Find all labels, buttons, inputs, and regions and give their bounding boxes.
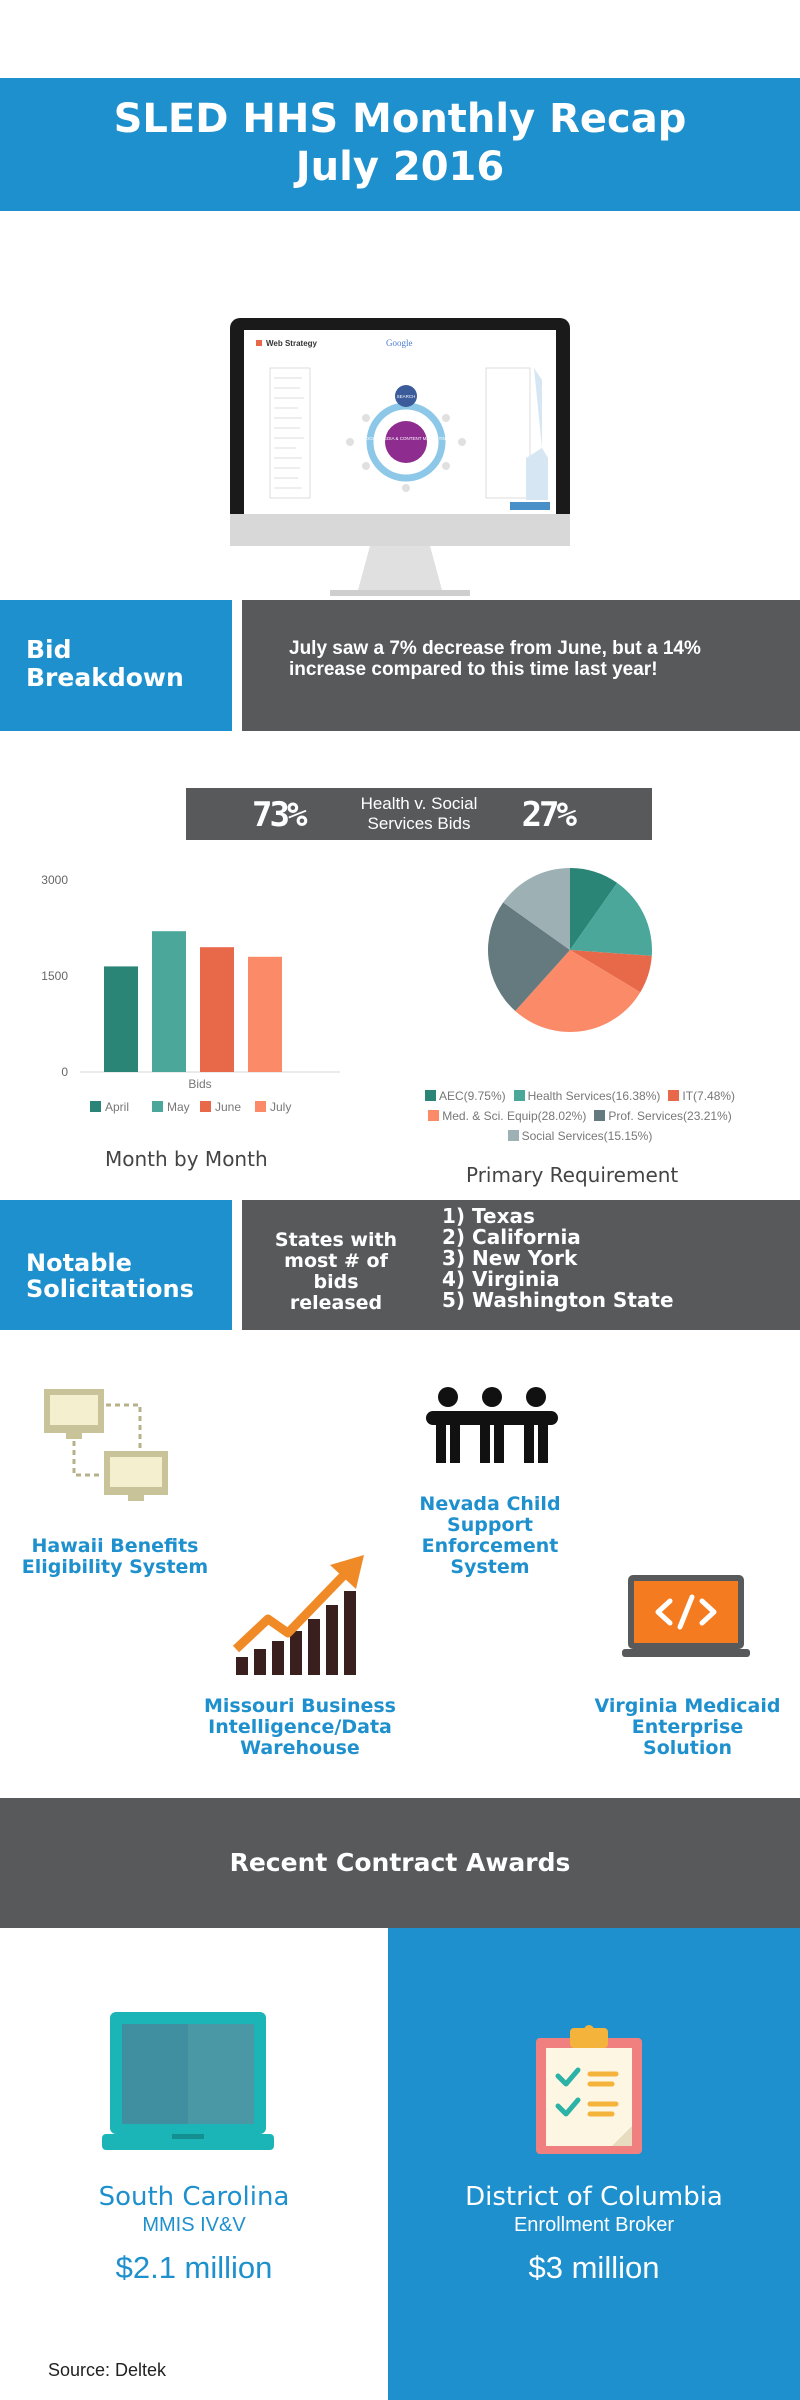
solicitation-missouri: Missouri Business Intelligence/Data Ware… <box>204 1695 396 1759</box>
health-percent: 73% <box>252 795 307 835</box>
pie-slice-5 <box>503 868 570 950</box>
legend-label: Social Services(15.15%) <box>521 1129 653 1143</box>
recent-awards-heading: Recent Contract Awards <box>0 1798 800 1928</box>
solicitation-nevada: Nevada Child Support Enforcement System <box>419 1493 561 1578</box>
states-list: 1) Texas 2) California 3) New York 4) Vi… <box>442 1206 674 1311</box>
award-dc-amount: $3 million <box>528 2250 660 2285</box>
legend-swatch <box>200 1101 211 1112</box>
bar-may <box>152 931 186 1072</box>
legend-swatch <box>513 1090 525 1101</box>
legend-label-june: June <box>215 1100 241 1114</box>
legend-label: IT(7.48%) <box>682 1089 736 1103</box>
x-category-label: Bids <box>188 1077 211 1091</box>
social-percent: 27% <box>521 795 577 835</box>
pie-slice-1 <box>570 882 652 956</box>
legend-row: AEC(9.75%) Health Services(16.38%) IT(7.48… <box>400 1086 760 1106</box>
legend-label: Health Services(16.38%) <box>527 1089 661 1103</box>
pie-chart-caption: Primary Requirement <box>466 1163 679 1187</box>
clipboard-checklist-icon <box>536 2025 642 2154</box>
page-title: SLED HHS Monthly Recap <box>113 96 687 142</box>
pie-legend-item: AEC(9.75%) <box>424 1086 506 1106</box>
pie-legend-item: Med. & Sci. Equip(28.02%) <box>428 1106 586 1126</box>
legend-label: AEC(9.75%) <box>438 1089 506 1103</box>
pie-legend-item: Health Services(16.38%) <box>513 1086 661 1106</box>
award-sc-name: South Carolina <box>98 2182 290 2212</box>
state-item: 1) Texas <box>442 1204 535 1228</box>
screen-title: Web Strategy <box>266 339 318 348</box>
solicitation-virginia: Virginia Medicaid Enterprise Solution <box>594 1695 781 1759</box>
award-sc-amount: $2.1 million <box>115 2250 273 2285</box>
people-group-icon <box>426 1387 558 1463</box>
laptop-icon <box>102 2012 274 2150</box>
laptop-code-icon <box>622 1575 750 1657</box>
pie-legend-item: Prof. Services(23.21%) <box>594 1106 732 1126</box>
award-sc-sub: MMIS IV&V <box>142 2214 246 2236</box>
legend-swatch <box>668 1090 680 1101</box>
y-tick-label: 3000 <box>41 873 68 887</box>
header-banner: SLED HHS Monthly Recap July 2016 <box>0 78 800 211</box>
notable-states-box: States with most # of bids released 1) T… <box>242 1200 800 1330</box>
pie-legend: AEC(9.75%) Health Services(16.38%) IT(7.48… <box>400 1086 760 1146</box>
pie-slice-4 <box>488 902 570 1012</box>
y-tick-label: 1500 <box>41 969 68 983</box>
growth-chart-icon <box>232 1555 364 1675</box>
solicitation-hawaii: Hawaii Benefits Eligibility System <box>21 1535 209 1578</box>
states-label: States with most # of bids released <box>274 1229 398 1314</box>
notable-solicitations-label: Notable Solicitations <box>0 1200 232 1330</box>
dc-award-panel <box>388 1928 800 2400</box>
legend-row: Med. & Sci. Equip(28.02%) Prof. Services(… <box>400 1106 760 1126</box>
legend-swatch <box>428 1110 440 1121</box>
bid-breakdown-label: Bid Breakdown <box>0 600 232 731</box>
state-item: 2) California <box>442 1225 581 1249</box>
legend-label: Prof. Services(23.21%) <box>608 1109 732 1123</box>
bar-july <box>248 956 282 1072</box>
pie-slice-2 <box>570 950 652 993</box>
award-dc-sub: Enrollment Broker <box>513 2214 675 2236</box>
legend-label: Med. & Sci. Equip(28.02%) <box>442 1109 587 1123</box>
state-item: 3) New York <box>442 1246 578 1270</box>
monitor-illustration: Web Strategy Google SOCIAL MEDIA & CONTE… <box>230 318 570 596</box>
bar-june <box>200 947 234 1072</box>
state-item: 4) Virginia <box>442 1267 560 1291</box>
legend-swatch <box>90 1101 101 1112</box>
bid-breakdown-text: July saw a 7% decrease from June, but a … <box>242 600 800 731</box>
bar-april <box>104 966 138 1072</box>
health-social-title: Health v. Social Services Bids <box>360 794 478 833</box>
pie-slice-0 <box>570 868 618 950</box>
legend-label-april: April <box>105 1100 129 1114</box>
legend-swatch <box>152 1101 163 1112</box>
legend-swatch <box>594 1110 606 1121</box>
pie-legend-item: IT(7.48%) <box>668 1086 735 1106</box>
legend-swatch <box>255 1101 266 1112</box>
award-dc-name: District of Columbia <box>465 2182 723 2212</box>
pie-legend-item: Social Services(15.15%) <box>507 1126 653 1146</box>
legend-label-may: May <box>167 1100 190 1114</box>
bar-chart-caption: Month by Month <box>105 1147 268 1171</box>
legend-row: Social Services(15.15%) <box>400 1126 760 1146</box>
primary-requirement-pie-chart <box>488 868 652 1032</box>
y-tick-label: 0 <box>61 1065 68 1079</box>
page-subtitle: July 2016 <box>295 144 505 190</box>
network-computers-icon <box>44 1389 168 1501</box>
legend-swatch <box>507 1130 519 1141</box>
screen-center-label: SOCIAL MEDIA & CONTENT MARKETING <box>363 436 450 441</box>
legend-swatch <box>424 1090 436 1101</box>
month-by-month-bar-chart: 0 1500 3000 Bids April May June July <box>41 873 340 1114</box>
screen-top-label: SEARCH <box>397 394 416 399</box>
screen-google-logo: Google <box>386 338 413 348</box>
legend-label-july: July <box>270 1100 291 1114</box>
state-item: 5) Washington State <box>442 1288 674 1312</box>
pie-slice-3 <box>515 950 641 1032</box>
health-social-banner: 73% Health v. Social Services Bids 27% <box>186 788 652 840</box>
source-note: Source: Deltek <box>48 2360 167 2380</box>
